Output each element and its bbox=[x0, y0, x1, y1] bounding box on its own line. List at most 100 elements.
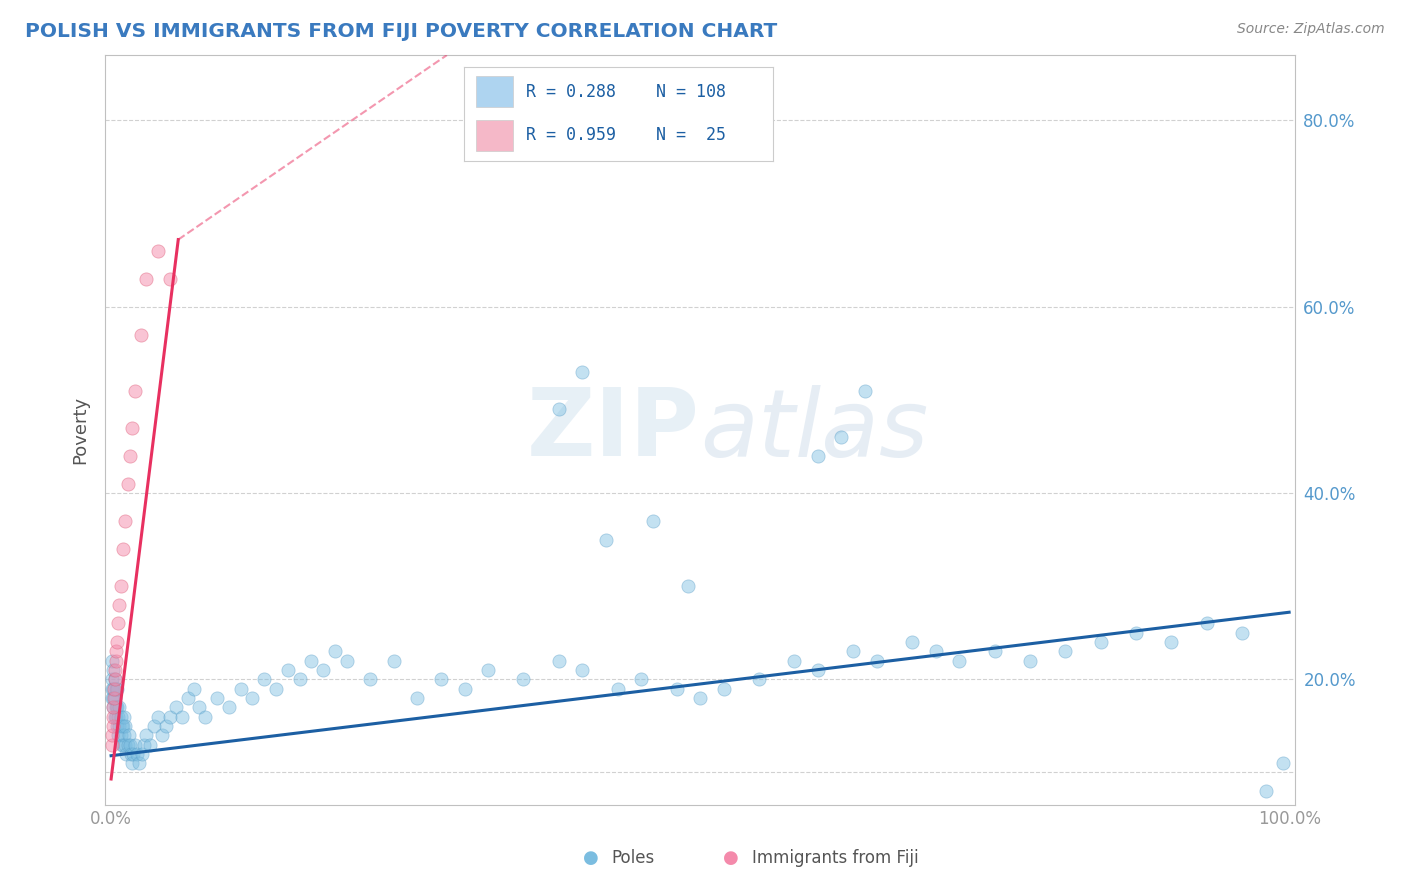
Point bbox=[117, 476, 139, 491]
Point bbox=[948, 654, 970, 668]
Point bbox=[176, 690, 198, 705]
Point bbox=[101, 738, 124, 752]
Point bbox=[748, 673, 770, 687]
Point bbox=[641, 514, 664, 528]
Point bbox=[264, 681, 287, 696]
Point bbox=[101, 719, 124, 733]
Point bbox=[1090, 635, 1112, 649]
Point bbox=[170, 709, 193, 723]
Point bbox=[359, 673, 381, 687]
Text: Immigrants from Fiji: Immigrants from Fiji bbox=[752, 849, 920, 867]
Point bbox=[104, 673, 127, 687]
Point bbox=[111, 719, 134, 733]
Point bbox=[128, 756, 150, 771]
Point bbox=[114, 719, 136, 733]
Point bbox=[512, 673, 534, 687]
Point bbox=[131, 747, 153, 761]
Point bbox=[112, 709, 135, 723]
Point bbox=[104, 690, 127, 705]
Point bbox=[117, 738, 139, 752]
Point bbox=[103, 663, 125, 677]
Point bbox=[983, 644, 1005, 658]
Point bbox=[430, 673, 453, 687]
Point bbox=[155, 719, 177, 733]
Point bbox=[101, 709, 124, 723]
Point bbox=[101, 681, 124, 696]
Point bbox=[111, 738, 134, 752]
Point bbox=[105, 681, 128, 696]
Point bbox=[842, 644, 865, 658]
Point bbox=[1230, 625, 1253, 640]
Point bbox=[148, 709, 170, 723]
Text: R = 0.959: R = 0.959 bbox=[526, 126, 616, 144]
Text: Poles: Poles bbox=[612, 849, 655, 867]
Point bbox=[678, 579, 700, 593]
Point bbox=[110, 728, 132, 742]
Point bbox=[111, 738, 134, 752]
Point bbox=[299, 654, 322, 668]
Point bbox=[194, 709, 217, 723]
Point bbox=[118, 449, 141, 463]
Point bbox=[382, 654, 405, 668]
Text: ●: ● bbox=[723, 849, 740, 867]
Point bbox=[139, 738, 162, 752]
Point bbox=[1254, 784, 1277, 798]
Point bbox=[105, 700, 128, 714]
Point bbox=[1272, 756, 1295, 771]
Point bbox=[477, 663, 499, 677]
Point bbox=[107, 709, 129, 723]
Point bbox=[925, 644, 948, 658]
Text: Source: ZipAtlas.com: Source: ZipAtlas.com bbox=[1237, 22, 1385, 37]
Point bbox=[103, 681, 125, 696]
Point bbox=[312, 663, 335, 677]
Point bbox=[104, 681, 127, 696]
Point bbox=[807, 663, 830, 677]
Point bbox=[115, 747, 138, 761]
Point bbox=[547, 654, 569, 668]
Point bbox=[103, 700, 125, 714]
Point bbox=[665, 681, 688, 696]
Point bbox=[595, 533, 617, 547]
Bar bbox=[477, 77, 513, 107]
Point bbox=[101, 690, 124, 705]
Point bbox=[1160, 635, 1182, 649]
Y-axis label: Poverty: Poverty bbox=[72, 396, 89, 464]
Point bbox=[110, 709, 132, 723]
Point bbox=[101, 728, 124, 742]
Point bbox=[253, 673, 276, 687]
Point bbox=[866, 654, 889, 668]
Point bbox=[104, 673, 127, 687]
Text: N = 108: N = 108 bbox=[655, 83, 725, 101]
Text: N =  25: N = 25 bbox=[655, 126, 725, 144]
Point bbox=[118, 728, 141, 742]
Point bbox=[159, 709, 181, 723]
Text: atlas: atlas bbox=[700, 384, 928, 475]
Point bbox=[112, 728, 135, 742]
Point bbox=[1125, 625, 1147, 640]
Point bbox=[125, 747, 148, 761]
Point bbox=[103, 690, 125, 705]
Point bbox=[406, 690, 429, 705]
Text: POLISH VS IMMIGRANTS FROM FIJI POVERTY CORRELATION CHART: POLISH VS IMMIGRANTS FROM FIJI POVERTY C… bbox=[25, 22, 778, 41]
Point bbox=[132, 738, 155, 752]
Point bbox=[120, 747, 142, 761]
Point bbox=[336, 654, 359, 668]
Point bbox=[323, 644, 346, 658]
Point bbox=[105, 635, 128, 649]
Point bbox=[277, 663, 299, 677]
Text: ●: ● bbox=[582, 849, 599, 867]
Point bbox=[135, 271, 157, 285]
Point bbox=[110, 579, 132, 593]
Point bbox=[111, 719, 134, 733]
Point bbox=[606, 681, 628, 696]
Point bbox=[1054, 644, 1077, 658]
Point bbox=[107, 728, 129, 742]
Point bbox=[689, 690, 711, 705]
Point bbox=[124, 384, 146, 398]
Point bbox=[129, 327, 152, 342]
Point bbox=[242, 690, 264, 705]
Point bbox=[1195, 616, 1218, 631]
Point bbox=[105, 644, 128, 658]
Point bbox=[853, 384, 876, 398]
Point bbox=[111, 541, 134, 556]
